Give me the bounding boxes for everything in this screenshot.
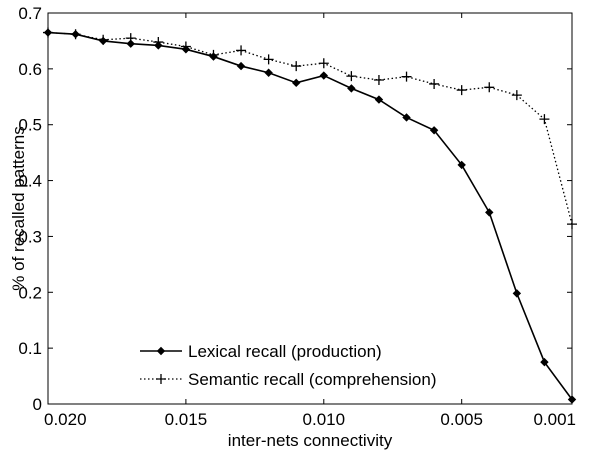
data-point — [512, 289, 522, 298]
y-tick-label: 0.2 — [18, 283, 42, 302]
data-point — [292, 78, 301, 88]
y-tick-label: 0.1 — [18, 339, 42, 358]
data-point — [429, 126, 439, 135]
data-point — [347, 84, 356, 93]
legend-entry-1: Lexical recall (production) — [140, 342, 382, 361]
x-tick-label: 0.020 — [44, 410, 87, 429]
y-tick-label: 0.3 — [18, 227, 42, 246]
data-point — [429, 78, 440, 89]
x-tick-label: 0.015 — [165, 410, 208, 429]
data-point — [126, 39, 135, 48]
x-tick-label: 0.005 — [440, 410, 483, 429]
legend-entry-2: Semantic recall (comprehension) — [140, 370, 437, 389]
x-tick-label: 0.010 — [303, 410, 346, 429]
data-point — [209, 52, 218, 61]
data-point — [71, 30, 80, 39]
data-point — [539, 114, 550, 125]
data-point — [485, 208, 494, 217]
data-point — [402, 113, 411, 122]
series-line-2 — [47, 31, 573, 225]
legend-marker — [156, 374, 166, 384]
data-point — [236, 61, 246, 71]
data-point — [373, 75, 384, 86]
y-tick-label: 0.6 — [18, 60, 42, 79]
plot-frame — [47, 12, 573, 405]
y-tick-label: 0.7 — [18, 4, 42, 23]
data-point — [511, 90, 522, 101]
y-tick-label: 0.5 — [18, 116, 42, 135]
data-point — [456, 85, 467, 96]
data-point — [346, 71, 357, 82]
series-line-1 — [47, 31, 573, 401]
x-tick-label: 0.001 — [533, 410, 576, 429]
y-tick-label: 0 — [33, 395, 42, 414]
legend-marker — [156, 346, 166, 356]
data-point — [291, 61, 302, 72]
data-point — [264, 68, 273, 77]
series-1 — [43, 28, 577, 404]
x-axis-label: inter-nets connectivity — [228, 431, 393, 450]
axes: 0 0.1 0.2 0.3 0.4 0.5 0.6 0.7 0.020 0.015 0.010 0.0… — [18, 4, 576, 429]
data-point — [236, 45, 247, 56]
legend-label: Lexical recall (production) — [188, 342, 382, 361]
data-point — [319, 71, 328, 80]
legend-label: Semantic recall (comprehension) — [188, 370, 437, 389]
data-point — [374, 95, 384, 104]
y-tick-label: 0.4 — [18, 172, 42, 191]
data-point — [263, 54, 274, 65]
data-point — [181, 45, 191, 54]
data-point — [484, 82, 495, 93]
data-point — [457, 160, 466, 170]
series-2 — [43, 27, 577, 230]
data-point — [154, 41, 163, 50]
data-point — [401, 71, 412, 82]
legend: Lexical recall (production) Semantic reca… — [140, 342, 437, 389]
data-point — [318, 58, 329, 69]
data-point — [98, 36, 108, 46]
data-point — [540, 357, 549, 367]
y-axis-label: % of recalled patterns — [9, 126, 28, 290]
